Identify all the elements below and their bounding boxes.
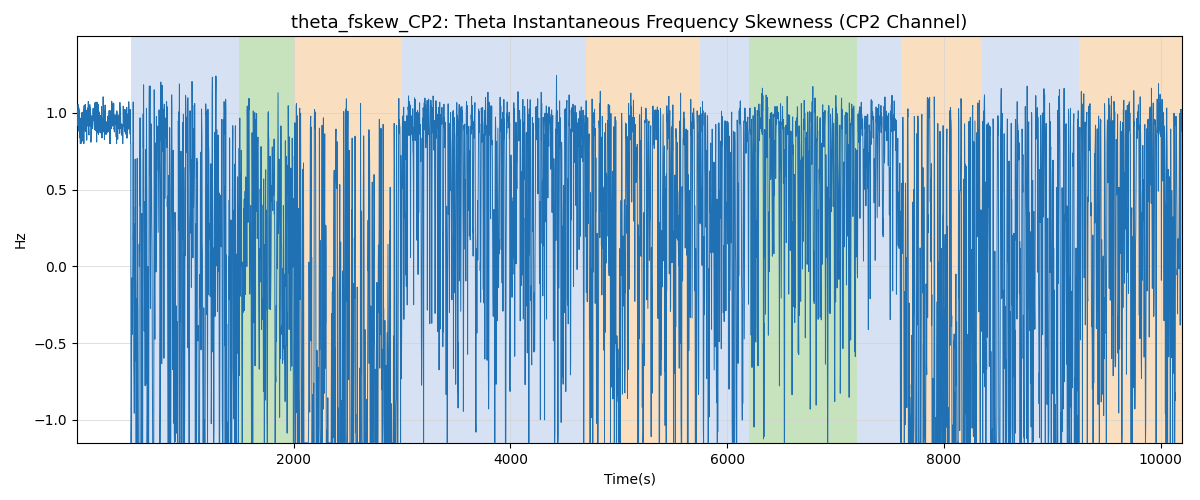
X-axis label: Time(s): Time(s) <box>604 472 655 486</box>
Bar <box>239 36 294 443</box>
Bar <box>700 36 749 443</box>
Bar <box>587 36 700 443</box>
Title: theta_fskew_CP2: Theta Instantaneous Frequency Skewness (CP2 Channel): theta_fskew_CP2: Theta Instantaneous Fre… <box>292 14 967 32</box>
Bar <box>131 36 239 443</box>
Bar <box>402 36 587 443</box>
Y-axis label: Hz: Hz <box>14 230 28 248</box>
Bar <box>1080 36 1182 443</box>
Bar <box>900 36 982 443</box>
Bar <box>857 36 900 443</box>
Bar <box>294 36 402 443</box>
Bar <box>982 36 1080 443</box>
Bar <box>749 36 857 443</box>
